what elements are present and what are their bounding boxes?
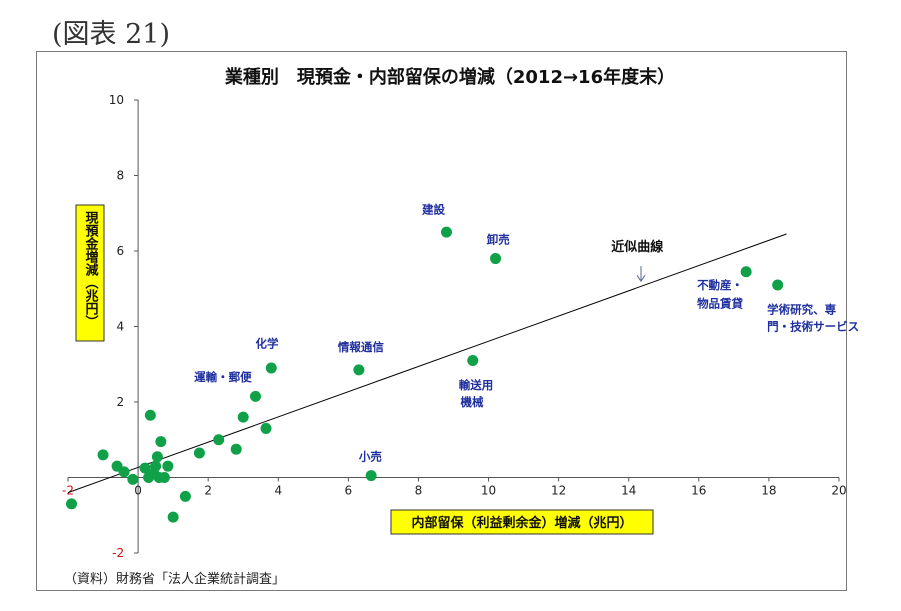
data-point (353, 364, 365, 376)
x-tick-label: 14 (621, 484, 636, 498)
point-annotation: 化学 (255, 336, 278, 350)
y-tick-label: 10 (109, 93, 124, 107)
data-point (260, 422, 272, 434)
data-point (167, 511, 179, 523)
data-point (179, 490, 191, 502)
point-annotation: 輸送用 (459, 378, 494, 392)
x-tick-label: -2 (62, 484, 74, 498)
data-point (490, 253, 502, 265)
x-tick-label: 18 (761, 484, 776, 498)
data-point (155, 436, 167, 448)
data-point (139, 462, 151, 474)
x-axis-title-box (390, 509, 654, 535)
y-tick-label: 8 (116, 169, 124, 183)
data-point (162, 460, 174, 472)
trendline-group: 近似曲線 (67, 233, 787, 494)
data-point (150, 460, 162, 472)
data-point (193, 447, 205, 459)
point-annotation: 学術研究、専 (767, 302, 836, 316)
trendline-label: 近似曲線 (611, 239, 664, 255)
trendline (67, 233, 787, 494)
points-group (66, 226, 784, 523)
y-tick-label: -2 (112, 546, 124, 560)
point-annotation: 運輸・郵便 (194, 370, 252, 384)
data-point (772, 279, 784, 291)
x-tick-label: 2 (204, 484, 212, 498)
data-point (265, 362, 277, 374)
x-tick-label: 16 (691, 484, 706, 498)
x-tick-label: 6 (345, 484, 353, 498)
y-axis-title-box (75, 204, 105, 342)
axis-titles: 内部留保（利益剰余金）増減（兆円） 現預金増減（兆円） (75, 204, 654, 535)
data-point (230, 443, 242, 455)
point-annotation: 卸売 (487, 232, 510, 246)
data-point (144, 409, 156, 421)
point-annotation: 建設 (422, 202, 445, 216)
x-tick-label: 20 (831, 484, 846, 498)
point-annotation: 機械 (461, 395, 484, 409)
figure-label: (図表 21) (52, 19, 171, 50)
point-annotation: 不動産・ (697, 278, 743, 292)
data-point (365, 470, 377, 482)
data-point (151, 451, 163, 463)
x-tick-label: 12 (551, 484, 566, 498)
x-tick-label: 4 (274, 484, 282, 498)
x-axis-title: 内部留保（利益剰余金）増減（兆円） (411, 515, 632, 531)
chart-title: 業種別 現預金・内部留保の増減（2012→16年度末） (224, 66, 675, 88)
point-annotation: 門・技術サービス (767, 319, 859, 333)
data-point (97, 449, 109, 461)
x-tick-label: 0 (134, 484, 142, 498)
y-tick-label: 6 (116, 244, 124, 258)
data-point (440, 226, 452, 238)
data-point (237, 411, 249, 423)
data-point (740, 266, 752, 278)
data-point (213, 434, 225, 446)
source-note: （資料）財務省「法人企業統計調査」 (64, 572, 286, 587)
x-tick-label: 10 (481, 484, 496, 498)
y-axis-title: 現預金増減（兆円） (83, 211, 100, 328)
chart-frame (36, 51, 847, 591)
x-tick-label: 8 (415, 484, 423, 498)
point-annotation: 情報通信 (337, 340, 384, 354)
data-point (467, 354, 479, 366)
y-tick-label: 2 (116, 395, 124, 409)
axes: -2 0 2 4 6 8 10 12 14 16 18 20 -2 2 4 6 8 10 (62, 93, 847, 560)
trendline-arrowhead (636, 274, 646, 283)
data-point (118, 466, 130, 478)
y-tick-label: 4 (116, 320, 124, 334)
data-point (127, 473, 139, 485)
point-annotation: 物品賃貸 (697, 297, 743, 311)
data-point (66, 498, 78, 510)
point-annotation: 小売 (358, 450, 382, 464)
data-point (249, 390, 261, 402)
data-point (158, 472, 170, 483)
